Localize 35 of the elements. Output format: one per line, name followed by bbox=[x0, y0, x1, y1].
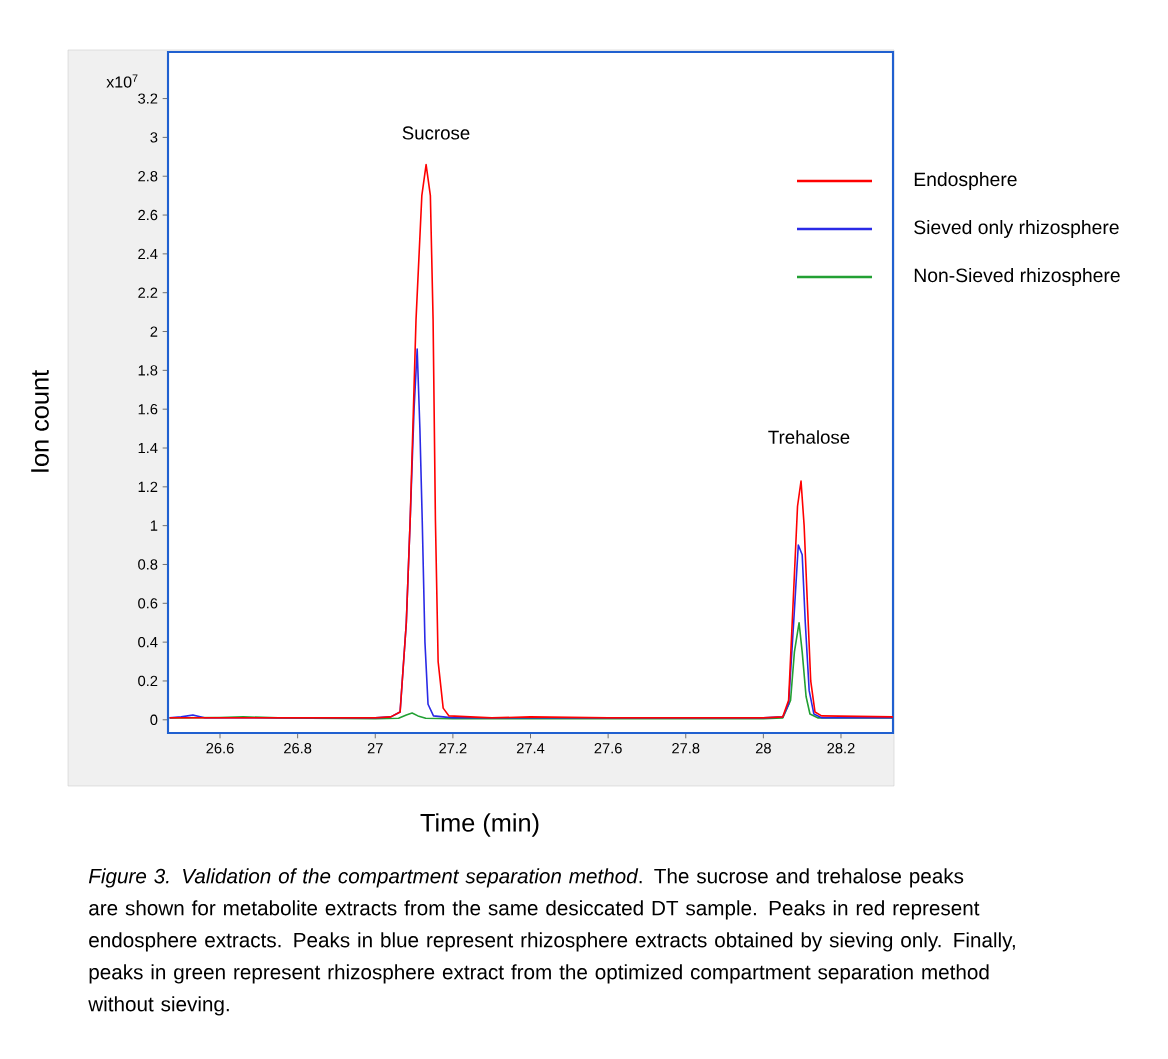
y-tick-label: 2.8 bbox=[138, 171, 158, 182]
y-tick-label: 1 bbox=[150, 520, 158, 531]
x-tick-label: 27.4 bbox=[516, 743, 545, 754]
y-tick-label: 0 bbox=[150, 714, 158, 725]
x-axis-title: Time (min) bbox=[420, 813, 539, 837]
y-tick-label: 1.4 bbox=[138, 442, 158, 454]
legend-label: Non-Sieved rhizosphere bbox=[914, 267, 1120, 286]
text: Figure 3. Validation of the compartment separation method. The sucrose and trehalose peaks are shown for metabolite extracts from the same desiccated DT sample. Peaks in red represent endosphere extracts. Peaks in blue represent rhizosphere extracts obtained by sieving only. Finally, peaks in green represent rhizosphere extract from the optimized compartment separation method without sieving. bbox=[88, 868, 1015, 1016]
y-tick-label: 0.4 bbox=[138, 636, 158, 648]
y-tick-label: 2.4 bbox=[138, 248, 158, 259]
y-tick-label: 1.6 bbox=[138, 404, 158, 415]
y-tick-label: 2 bbox=[150, 326, 158, 337]
x-tick-label: 27.2 bbox=[439, 743, 467, 754]
y-tick-label: 0.2 bbox=[138, 675, 158, 687]
x-tick-label: 27.8 bbox=[672, 743, 700, 754]
x-tick-label: 26.8 bbox=[284, 743, 312, 754]
y-tick-label: 2.2 bbox=[138, 287, 158, 298]
y-tick-label: 0.8 bbox=[138, 559, 158, 570]
x-tick-label: 27.6 bbox=[594, 743, 622, 754]
y-tick-label: 2.6 bbox=[138, 209, 158, 221]
annotation: Sucrose bbox=[402, 126, 470, 140]
x-tick-label: 27 bbox=[367, 743, 383, 754]
x-tick-label: 26.6 bbox=[206, 743, 234, 754]
text: x10$^{7}$ bbox=[106, 74, 138, 88]
annotation: Trehalose bbox=[768, 430, 850, 444]
y-tick-label: 3 bbox=[150, 132, 158, 143]
legend-label: Endosphere bbox=[914, 171, 1017, 190]
y-tick-label: 0.6 bbox=[138, 598, 158, 609]
x-tick-label: 28 bbox=[755, 743, 771, 754]
y-tick-label: 1.8 bbox=[138, 365, 158, 376]
x-tick-label: 28.2 bbox=[827, 743, 855, 754]
y-tick-label: 1.2 bbox=[138, 481, 158, 492]
y-tick-label: 3.2 bbox=[138, 93, 158, 104]
legend-label: Sieved only rhizosphere bbox=[914, 219, 1119, 238]
y-axis-title: Ion count bbox=[31, 370, 49, 472]
